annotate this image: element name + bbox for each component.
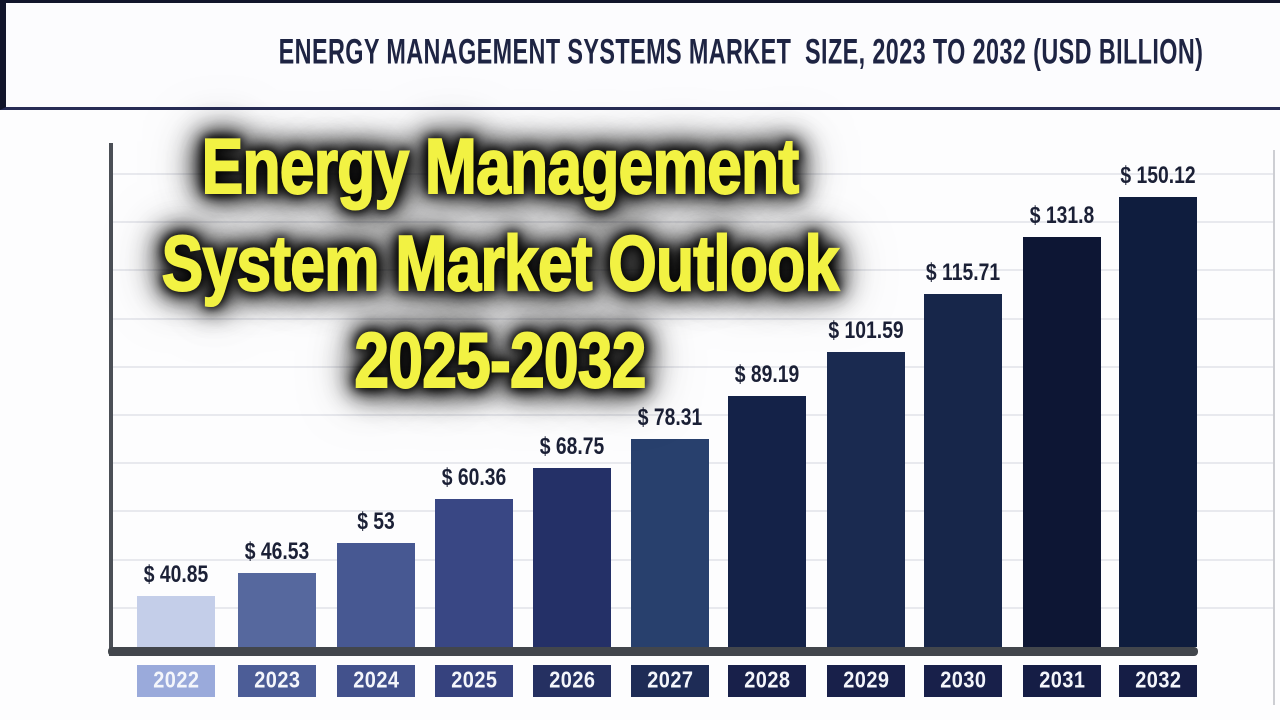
bar-value-label-2027: $ 78.31 xyxy=(637,404,703,431)
x-tick-2028: 2028 xyxy=(728,665,806,697)
x-tick-label: 2029 xyxy=(842,667,890,694)
gridline xyxy=(113,414,1274,416)
x-tick-2029: 2029 xyxy=(827,665,905,697)
x-tick-label: 2028 xyxy=(743,667,791,694)
y-axis-line xyxy=(109,143,113,656)
bar-value-label-2024: $ 53 xyxy=(357,508,395,535)
x-tick-label: 2027 xyxy=(646,667,694,694)
gridline xyxy=(113,173,1274,175)
plot-right-border xyxy=(1273,150,1275,705)
bar-value-label-2022: $ 40.85 xyxy=(143,561,209,588)
x-axis-line xyxy=(108,647,1198,656)
bar-2024 xyxy=(337,543,415,647)
bar-value-label-2032: $ 150.12 xyxy=(1120,162,1196,189)
overlay-title-halo: Energy Management System Market Outlook … xyxy=(100,118,900,409)
overlay-title-line2: System Market Outlook xyxy=(161,218,840,308)
overlay-halo-line1: Energy Management xyxy=(201,122,800,210)
bar-2031 xyxy=(1023,237,1101,647)
bar-2025 xyxy=(435,499,513,647)
bar-2032 xyxy=(1119,197,1197,647)
chart-header-title: ENERGY MANAGEMENT SYSTEMS MARKET SIZE, 2… xyxy=(278,32,1204,72)
x-tick-label: 2023 xyxy=(253,667,301,694)
overlay-title: Energy Management System Market Outlook … xyxy=(100,118,900,409)
x-tick-2024: 2024 xyxy=(337,665,415,697)
x-tick-2022: 2022 xyxy=(137,665,215,697)
gridline xyxy=(113,221,1274,223)
x-tick-2023: 2023 xyxy=(238,665,316,697)
bar-2022 xyxy=(137,596,215,647)
overlay-title-line3: 2025-2032 xyxy=(354,315,648,405)
overlay-halo-line2: System Market Outlook xyxy=(161,219,840,307)
bar-2029 xyxy=(827,352,905,647)
overlay-title-line1: Energy Management xyxy=(201,121,800,211)
bar-2026 xyxy=(533,468,611,647)
x-tick-label: 2030 xyxy=(939,667,987,694)
x-tick-label: 2031 xyxy=(1038,667,1086,694)
bar-value-label-2030: $ 115.71 xyxy=(925,259,1001,286)
bar-value-label-2023: $ 46.53 xyxy=(244,538,310,565)
x-tick-label: 2026 xyxy=(548,667,596,694)
bar-value-label-2031: $ 131.8 xyxy=(1029,202,1095,229)
bar-2030 xyxy=(924,294,1002,647)
x-tick-label: 2025 xyxy=(450,667,498,694)
bar-2028 xyxy=(728,396,806,647)
x-tick-label: 2032 xyxy=(1134,667,1182,694)
bar-value-label-2026: $ 68.75 xyxy=(539,433,605,460)
x-tick-label: 2024 xyxy=(352,667,400,694)
x-tick-2031: 2031 xyxy=(1023,665,1101,697)
x-tick-label: 2022 xyxy=(152,667,200,694)
gridline xyxy=(113,366,1274,368)
x-tick-2032: 2032 xyxy=(1119,665,1197,697)
bar-2023 xyxy=(238,573,316,647)
x-tick-2027: 2027 xyxy=(631,665,709,697)
x-tick-2026: 2026 xyxy=(533,665,611,697)
overlay-halo-line3: 2025-2032 xyxy=(354,316,646,404)
x-tick-2030: 2030 xyxy=(924,665,1002,697)
bar-value-label-2025: $ 60.36 xyxy=(441,464,507,491)
x-tick-2025: 2025 xyxy=(435,665,513,697)
bar-value-label-2028: $ 89.19 xyxy=(734,361,800,388)
gridline xyxy=(113,269,1274,271)
chart-header: ENERGY MANAGEMENT SYSTEMS MARKET SIZE, 2… xyxy=(0,0,1280,110)
bar-2027 xyxy=(631,439,709,647)
bar-value-label-2029: $ 101.59 xyxy=(828,317,904,344)
gridline xyxy=(113,318,1274,320)
